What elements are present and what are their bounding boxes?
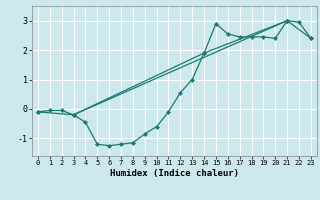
X-axis label: Humidex (Indice chaleur): Humidex (Indice chaleur)	[110, 169, 239, 178]
